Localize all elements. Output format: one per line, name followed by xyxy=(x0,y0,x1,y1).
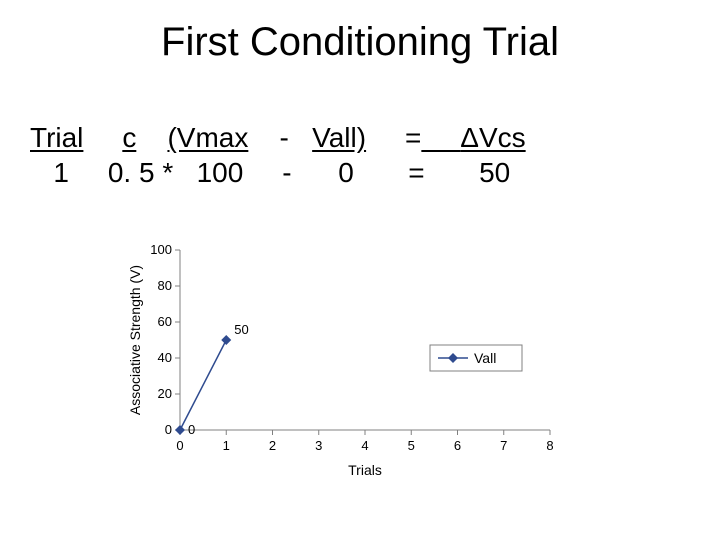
eq-row1-op: * xyxy=(162,157,173,188)
equation-value-row: 1 0. 5 * 100 - 0 = 50 xyxy=(30,155,526,190)
eq-row1-vall: 0 xyxy=(338,157,354,188)
equation-block: Trial c (Vmax - Vall) = ΔVcs 1 0. 5 * 10… xyxy=(30,120,526,190)
eq-row1-c: 0. 5 xyxy=(108,157,155,188)
eq-header-eq: = xyxy=(405,122,421,153)
eq-row1-eq: = xyxy=(408,157,424,188)
x-tick-label: 2 xyxy=(269,438,276,453)
eq-row1-minus: - xyxy=(282,157,291,188)
x-ticks: 0 1 2 3 4 5 6 7 8 xyxy=(176,430,553,453)
data-label: 0 xyxy=(188,422,195,437)
legend-label: Vall xyxy=(474,350,496,366)
y-tick-label: 0 xyxy=(165,422,172,437)
x-tick-label: 6 xyxy=(454,438,461,453)
eq-row1-dvcs: 50 xyxy=(479,157,510,188)
y-tick-label: 40 xyxy=(158,350,172,365)
x-tick-label: 5 xyxy=(408,438,415,453)
x-tick-label: 1 xyxy=(223,438,230,453)
series-vall: 0 50 xyxy=(175,322,249,437)
chart-svg: 0 20 40 60 80 100 0 1 2 3 4 5 6 7 8 Associative Stren… xyxy=(120,230,580,490)
slide: First Conditioning Trial Trial c (Vmax -… xyxy=(0,0,720,540)
x-tick-label: 0 xyxy=(176,438,183,453)
x-tick-label: 3 xyxy=(315,438,322,453)
eq-row1-vmax: 100 xyxy=(197,157,244,188)
x-tick-label: 7 xyxy=(500,438,507,453)
data-marker xyxy=(221,335,231,345)
data-marker xyxy=(175,425,185,435)
eq-header-dvcs: ΔVcs xyxy=(460,122,525,153)
series-line xyxy=(180,340,226,430)
eq-row1-trial: 1 xyxy=(53,157,69,188)
y-tick-label: 100 xyxy=(150,242,172,257)
y-axis-label: Associative Strength (V) xyxy=(127,265,143,415)
data-label: 50 xyxy=(234,322,248,337)
page-title: First Conditioning Trial xyxy=(0,20,720,65)
x-axis-label: Trials xyxy=(348,462,382,478)
axes xyxy=(180,250,550,430)
eq-header-trial: Trial xyxy=(30,122,83,153)
eq-header-vall: Vall) xyxy=(312,122,366,153)
legend: Vall xyxy=(430,345,522,371)
y-ticks: 0 20 40 60 80 100 xyxy=(150,242,180,437)
y-tick-label: 80 xyxy=(158,278,172,293)
equation-header-row: Trial c (Vmax - Vall) = ΔVcs xyxy=(30,120,526,155)
eq-header-minus: - xyxy=(279,122,288,153)
x-tick-label: 8 xyxy=(546,438,553,453)
chart: 0 20 40 60 80 100 0 1 2 3 4 5 6 7 8 Associative Stren… xyxy=(120,230,580,490)
y-tick-label: 20 xyxy=(158,386,172,401)
x-tick-label: 4 xyxy=(361,438,368,453)
eq-header-c: c xyxy=(122,122,136,153)
y-tick-label: 60 xyxy=(158,314,172,329)
eq-header-vmax: (Vmax xyxy=(167,122,248,153)
